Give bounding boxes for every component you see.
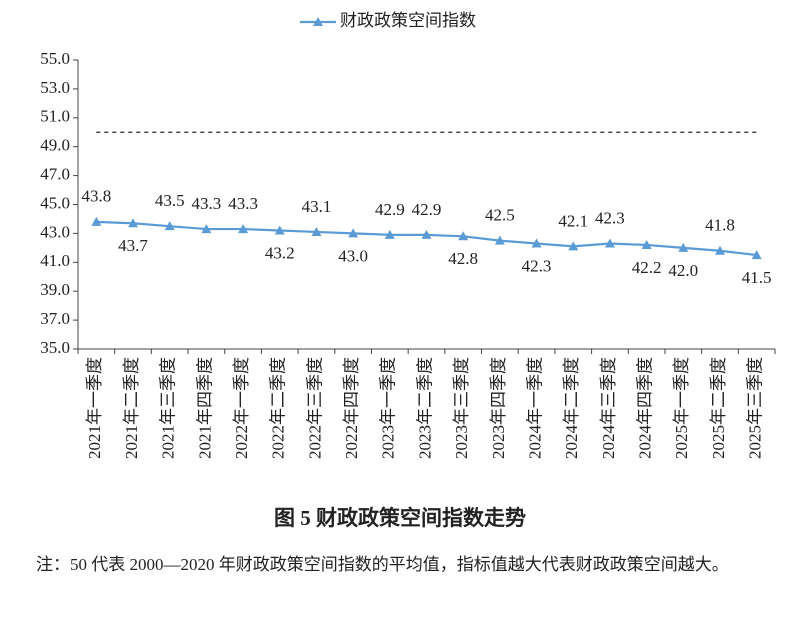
x-tick-label: 2024年一季度 [525,357,544,459]
marker [568,241,579,251]
chart-title: 图 5 财政政策空间指数走势 [274,506,526,530]
x-tick-label: 2024年四季度 [636,357,655,459]
data-label: 42.2 [632,258,662,277]
x-tick-label: 2024年二季度 [562,357,581,459]
x-tick-label: 2025年二季度 [709,357,728,459]
marker [458,231,469,241]
data-label: 41.5 [742,268,772,287]
marker [91,216,102,226]
marker [311,226,322,236]
x-tick-label: 2025年一季度 [672,357,691,459]
data-label: 42.5 [485,206,515,225]
y-tick-label: 41.0 [40,251,70,270]
data-label: 42.9 [412,200,442,219]
x-tick-label: 2021年二季度 [122,357,141,459]
x-tick-label: 2022年一季度 [232,357,251,459]
data-label: 42.0 [668,261,698,280]
marker [274,225,285,235]
marker [751,250,762,260]
data-label: 42.9 [375,200,405,219]
y-tick-label: 53.0 [40,78,70,97]
marker [348,228,359,238]
y-tick-label: 37.0 [40,309,70,328]
data-label: 43.3 [192,194,222,213]
x-tick-label: 2022年三季度 [305,357,324,459]
y-tick-label: 47.0 [40,165,70,184]
data-label: 42.3 [595,208,625,227]
marker [384,229,395,239]
marker [531,238,542,248]
marker [641,239,652,249]
marker [201,224,212,234]
x-tick-label: 2023年四季度 [489,357,508,459]
marker [128,218,139,228]
data-label: 43.7 [118,236,148,255]
x-tick-label: 2022年二季度 [269,357,288,459]
x-tick-label: 2021年一季度 [85,357,104,459]
y-tick-label: 43.0 [40,222,70,241]
note: 注：50 代表 2000—2020 年财政政策空间指数的平均值，指标值越大代表财… [36,555,729,574]
data-label: 43.3 [228,194,258,213]
marker [714,245,725,255]
y-tick-label: 55.0 [40,49,70,68]
legend-marker [313,17,323,26]
data-label: 43.1 [302,197,332,216]
y-tick-label: 35.0 [40,338,70,357]
data-label: 42.8 [448,249,478,268]
x-tick-label: 2022年四季度 [342,357,361,459]
chart: 图 5 财政政策空间指数走势 35.0 37.0 39.0 41.0 43.0 45.0 4… [40,11,776,530]
marker [678,242,689,252]
x-tick-label: 2023年二季度 [415,357,434,459]
x-tick-label: 2021年四季度 [195,357,214,459]
y-tick-label: 49.0 [40,136,70,155]
data-label: 43.8 [81,187,111,206]
marker [421,229,432,239]
legend-label: 财政政策空间指数 [340,11,476,30]
x-tick-label: 2025年三季度 [746,357,765,459]
marker [604,238,615,248]
marker [238,224,249,234]
data-label: 43.5 [155,191,185,210]
x-tick-label: 2021年三季度 [159,357,178,459]
data-label: 43.0 [338,246,368,265]
x-tick-label: 2023年三季度 [452,357,471,459]
data-label: 43.2 [265,243,295,262]
data-label: 42.3 [522,256,552,275]
x-tick-label: 2023年一季度 [379,357,398,459]
x-tick-label: 2024年三季度 [599,357,618,459]
y-tick-label: 45.0 [40,193,70,212]
y-tick-label: 51.0 [40,107,70,126]
data-label: 42.1 [558,211,588,230]
marker [494,235,505,245]
marker [164,221,175,231]
y-tick-label: 39.0 [40,280,70,299]
data-label: 41.8 [705,216,735,235]
